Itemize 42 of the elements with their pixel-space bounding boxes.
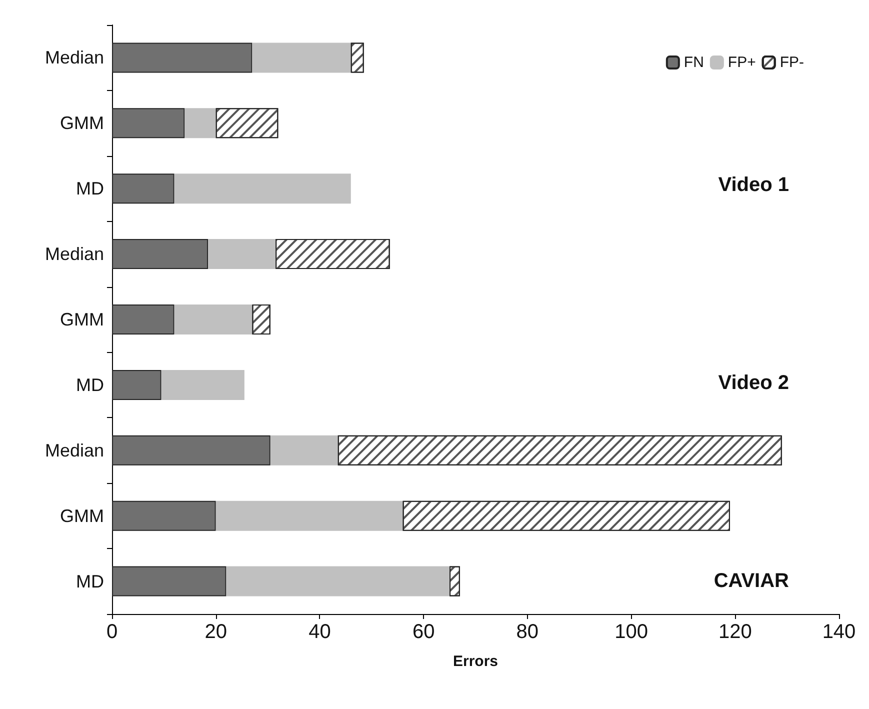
y-tick-label: MD (76, 571, 104, 592)
legend-label: FP+ (728, 54, 756, 71)
x-tick-label: 100 (614, 621, 648, 643)
bar (216, 500, 403, 531)
bar (174, 304, 252, 334)
bar (112, 370, 162, 400)
annotation: Video 1 (718, 174, 790, 196)
bar (226, 566, 450, 596)
bar (112, 239, 208, 270)
x-tick-label: 140 (822, 621, 856, 643)
x-tick-label: 0 (106, 621, 118, 643)
legend-label: FN (684, 54, 704, 71)
bar (112, 435, 270, 466)
y-tick-label: Median (44, 48, 104, 68)
bar (112, 42, 252, 73)
bar (208, 239, 276, 270)
x-tick-label: 60 (412, 621, 435, 643)
bar (112, 174, 174, 204)
bar (112, 304, 174, 334)
bar (252, 42, 351, 73)
x-axis-title: Errors (452, 653, 498, 670)
bar (112, 500, 216, 531)
y-tick-label: Median (44, 440, 104, 460)
x-tick-label: 120 (718, 621, 752, 643)
y-tick-label: GMM (60, 113, 104, 134)
legend-label: FP- (780, 54, 804, 71)
y-tick-label: GMM (60, 506, 104, 526)
bar (184, 108, 216, 138)
x-tick-label: 20 (204, 621, 227, 643)
bar (112, 108, 185, 138)
annotation: CAVIAR (714, 570, 790, 592)
bar (270, 435, 338, 466)
y-tick-label: GMM (60, 310, 104, 330)
y-tick-label: MD (76, 374, 104, 395)
x-tick-label: 40 (308, 621, 331, 643)
bar (174, 174, 351, 204)
y-tick-label: Median (44, 244, 104, 264)
annotation: Video 2 (718, 372, 790, 394)
bar (161, 370, 244, 400)
x-tick-label: 80 (516, 621, 539, 643)
y-tick-label: MD (76, 178, 104, 199)
bar (112, 566, 226, 596)
